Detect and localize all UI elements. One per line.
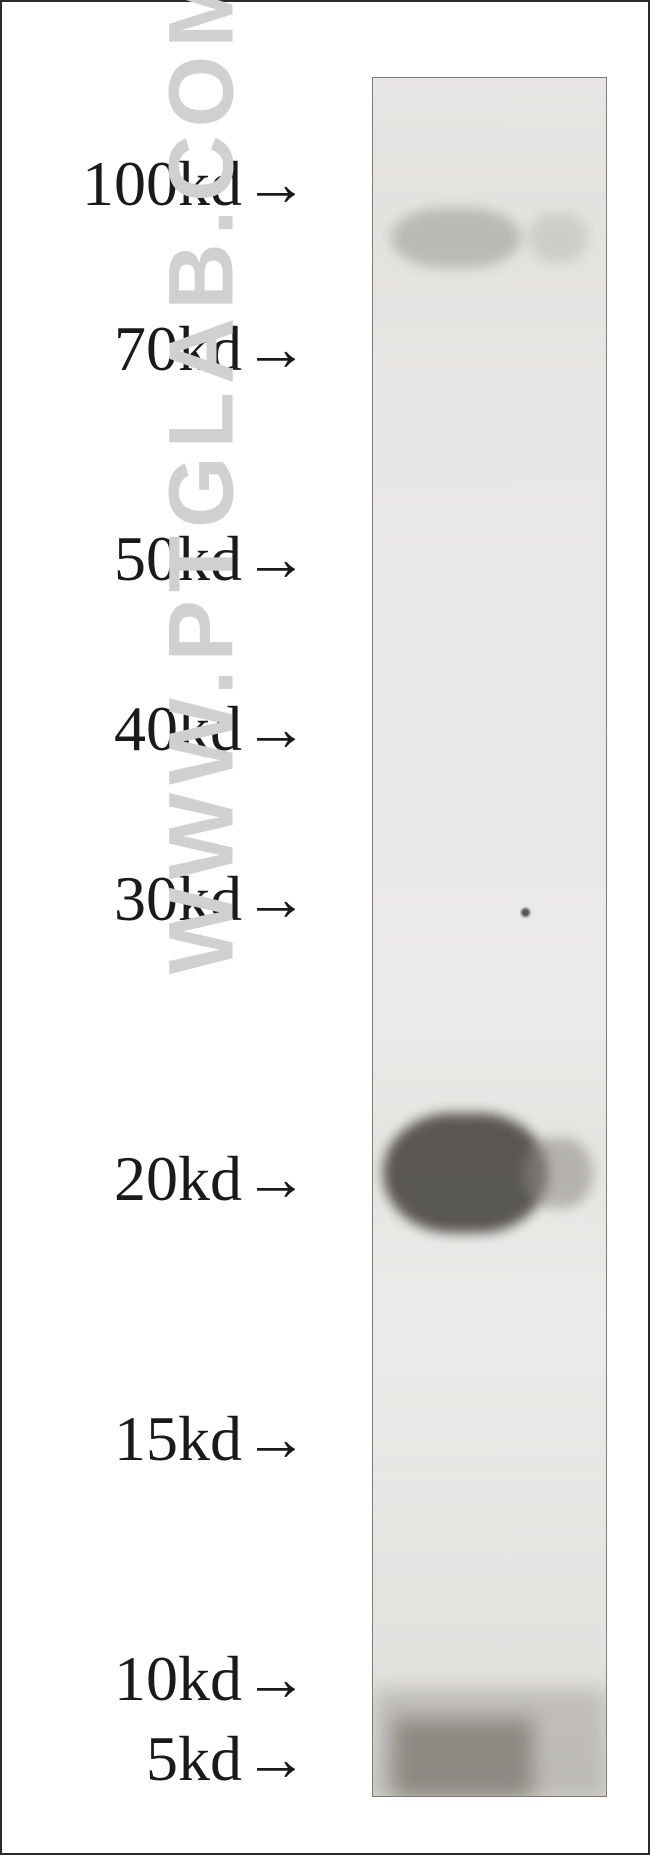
mw-marker-label: 100kd <box>82 147 242 221</box>
mw-marker-label: 10kd <box>114 1642 242 1716</box>
arrow-right-icon: → <box>244 317 308 381</box>
mw-marker: 40kd→ <box>114 692 308 766</box>
blot-background <box>373 78 606 1796</box>
mw-marker: 5kd→ <box>146 1722 308 1796</box>
blot-speck <box>521 908 530 917</box>
arrow-right-icon: → <box>244 1647 308 1711</box>
mw-marker-label: 5kd <box>146 1722 242 1796</box>
arrow-right-icon: → <box>244 1147 308 1211</box>
mw-marker-label: 20kd <box>114 1142 242 1216</box>
arrow-right-icon: → <box>244 1727 308 1791</box>
blot-band <box>391 208 521 268</box>
arrow-right-icon: → <box>244 152 308 216</box>
blot-figure: WWW.PTGLAB.COM 100kd→70kd→50kd→40kd→30kd… <box>0 0 650 1855</box>
mw-marker: 50kd→ <box>114 522 308 596</box>
mw-marker-label: 50kd <box>114 522 242 596</box>
blot-band <box>528 213 588 263</box>
mw-marker-label: 40kd <box>114 692 242 766</box>
mw-marker: 20kd→ <box>114 1142 308 1216</box>
blot-smear <box>393 1718 533 1797</box>
mw-marker-label: 15kd <box>114 1402 242 1476</box>
mw-marker: 10kd→ <box>114 1642 308 1716</box>
mw-marker: 30kd→ <box>114 862 308 936</box>
mw-marker-label: 70kd <box>114 312 242 386</box>
mw-marker: 15kd→ <box>114 1402 308 1476</box>
arrow-right-icon: → <box>244 527 308 591</box>
mw-marker-label: 30kd <box>114 862 242 936</box>
mw-marker: 100kd→ <box>82 147 308 221</box>
blot-band <box>523 1138 593 1208</box>
arrow-right-icon: → <box>244 867 308 931</box>
blot-lane <box>372 77 607 1797</box>
arrow-right-icon: → <box>244 697 308 761</box>
mw-marker: 70kd→ <box>114 312 308 386</box>
arrow-right-icon: → <box>244 1407 308 1471</box>
